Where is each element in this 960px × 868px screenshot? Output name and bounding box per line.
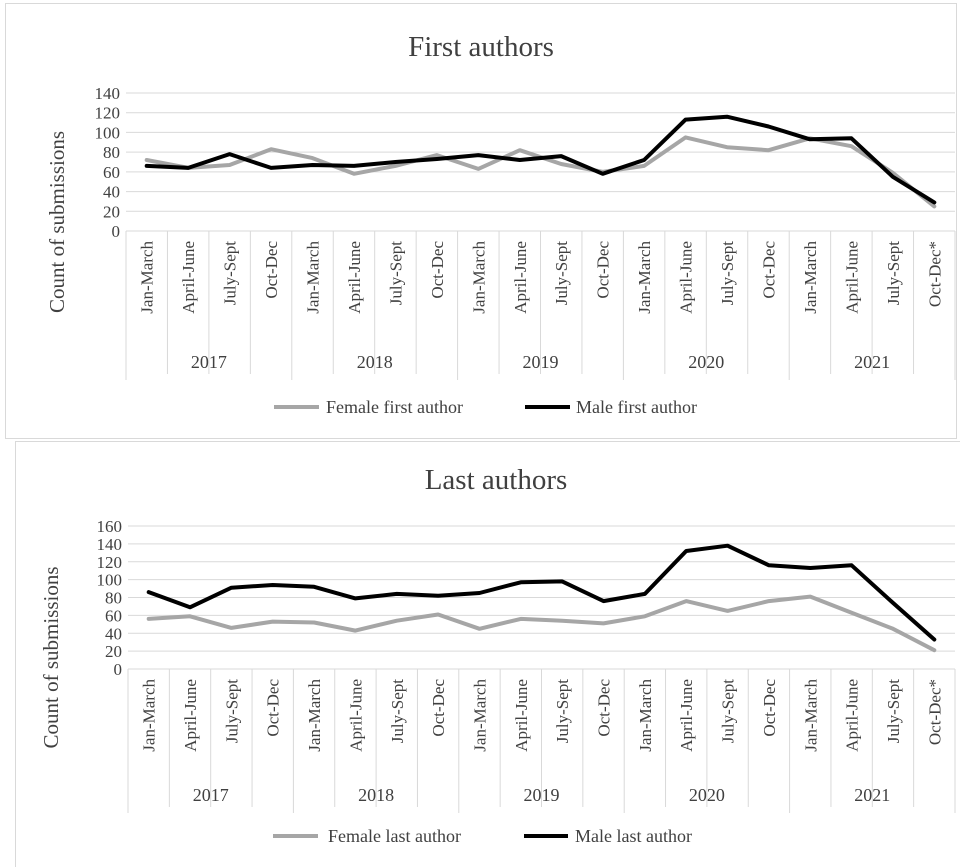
chart-title: First authors bbox=[408, 31, 554, 63]
x-category-label: July-Sept bbox=[222, 679, 241, 744]
legend-label: Male first author bbox=[576, 397, 697, 417]
x-category-label: Oct-Dec bbox=[595, 679, 614, 737]
male-series-line bbox=[146, 543, 937, 642]
x-year-label: 2017 bbox=[193, 785, 229, 805]
y-tick-label: 40 bbox=[105, 624, 122, 643]
y-tick-label: 0 bbox=[112, 222, 121, 241]
y-tick-label: 120 bbox=[97, 553, 123, 572]
x-year-label: 2018 bbox=[357, 352, 393, 372]
y-tick-label: 140 bbox=[97, 535, 123, 554]
y-tick-label: 0 bbox=[114, 660, 123, 679]
x-category-label: Jan-March bbox=[635, 241, 654, 314]
x-category-label: Oct-Dec* bbox=[925, 679, 944, 745]
x-year-label: 2020 bbox=[689, 785, 725, 805]
y-tick-label: 60 bbox=[103, 163, 120, 182]
last-authors-chart: Last authors Count of submissions 02040608… bbox=[39, 464, 956, 846]
x-category-label: July-Sept bbox=[388, 679, 407, 744]
legend-label: Female last author bbox=[328, 826, 461, 846]
x-category-label: Jan-March bbox=[305, 679, 324, 752]
x-category-label: Oct-Dec bbox=[759, 241, 778, 299]
x-category-label: Jan-March bbox=[801, 679, 820, 752]
legend-label: Female first author bbox=[326, 397, 463, 417]
x-category-label: July-Sept bbox=[221, 241, 240, 306]
x-year-label: 2018 bbox=[358, 785, 394, 805]
y-tick-label: 80 bbox=[105, 589, 122, 608]
y-tick-label: 20 bbox=[105, 642, 122, 661]
x-category-label: April-June bbox=[511, 241, 530, 314]
x-category-label: July-Sept bbox=[718, 241, 737, 306]
last-authors-chart-panel: Last authors Count of submissions 0 20 40 60 8… bbox=[15, 441, 960, 867]
x-category-label: Oct-Dec* bbox=[925, 241, 944, 307]
y-tick-label: 60 bbox=[105, 606, 122, 625]
x-year-label: 2020 bbox=[688, 352, 724, 372]
first-authors-chart-panel: First authors Count of submissions 0 20 40 60… bbox=[5, 3, 957, 439]
x-category-label: Jan-March bbox=[469, 241, 488, 314]
x-category-label: Oct-Dec bbox=[264, 679, 283, 737]
x-category-label: April-June bbox=[512, 679, 531, 752]
x-category-label: Jan-March bbox=[636, 679, 655, 752]
chart-title: Last authors bbox=[425, 464, 568, 496]
x-category-label: Jan-March bbox=[140, 679, 159, 752]
x-category-label: April-June bbox=[843, 679, 862, 752]
x-category-label: Jan-March bbox=[304, 241, 323, 314]
y-tick-label: 40 bbox=[103, 183, 120, 202]
x-year-label: 2017 bbox=[191, 352, 227, 372]
x-category-label: Jan-March bbox=[138, 241, 157, 314]
x-category-label: Jan-March bbox=[470, 679, 489, 752]
x-year-label: 2019 bbox=[524, 785, 560, 805]
x-year-label: 2019 bbox=[523, 352, 559, 372]
x-year-label: 2021 bbox=[854, 785, 890, 805]
x-category-label: April-June bbox=[677, 679, 696, 752]
y-tick-label: 140 bbox=[95, 84, 121, 103]
x-category-label: July-Sept bbox=[552, 241, 571, 306]
x-category-label: April-June bbox=[842, 241, 861, 314]
x-category-label: April-June bbox=[677, 241, 696, 314]
y-tick-label: 20 bbox=[103, 202, 120, 221]
x-category-label: Jan-March bbox=[801, 241, 820, 314]
x-category-label: July-Sept bbox=[884, 241, 903, 306]
x-category-label: Oct-Dec bbox=[594, 241, 613, 299]
x-category-label: Oct-Dec bbox=[429, 679, 448, 737]
x-category-label: July-Sept bbox=[553, 679, 572, 744]
y-tick-label: 100 bbox=[97, 571, 123, 590]
y-tick-label: 120 bbox=[95, 104, 121, 123]
x-category-label: Oct-Dec bbox=[262, 241, 281, 299]
x-category-label: April-June bbox=[346, 679, 365, 752]
x-category-label: April-June bbox=[181, 679, 200, 752]
first-authors-chart: First authors Count of submissions 0204060… bbox=[45, 31, 956, 417]
x-category-label: July-Sept bbox=[719, 679, 738, 744]
x-category-label: Oct-Dec bbox=[428, 241, 447, 299]
x-category-label: Oct-Dec bbox=[760, 679, 779, 737]
female-series-line bbox=[146, 594, 937, 653]
x-category-label: April-June bbox=[179, 241, 198, 314]
x-category-label: July-Sept bbox=[884, 679, 903, 744]
y-tick-label: 100 bbox=[95, 123, 121, 142]
y-tick-label: 160 bbox=[97, 517, 123, 536]
y-tick-label: 80 bbox=[103, 143, 120, 162]
x-year-label: 2021 bbox=[854, 352, 890, 372]
y-axis-label: Count of submissions bbox=[45, 131, 69, 313]
legend-label: Male last author bbox=[575, 826, 692, 846]
male-series-line bbox=[144, 114, 937, 205]
x-category-label: July-Sept bbox=[386, 241, 405, 306]
x-category-label: April-June bbox=[345, 241, 364, 314]
y-axis-label: Count of submissions bbox=[39, 566, 63, 748]
